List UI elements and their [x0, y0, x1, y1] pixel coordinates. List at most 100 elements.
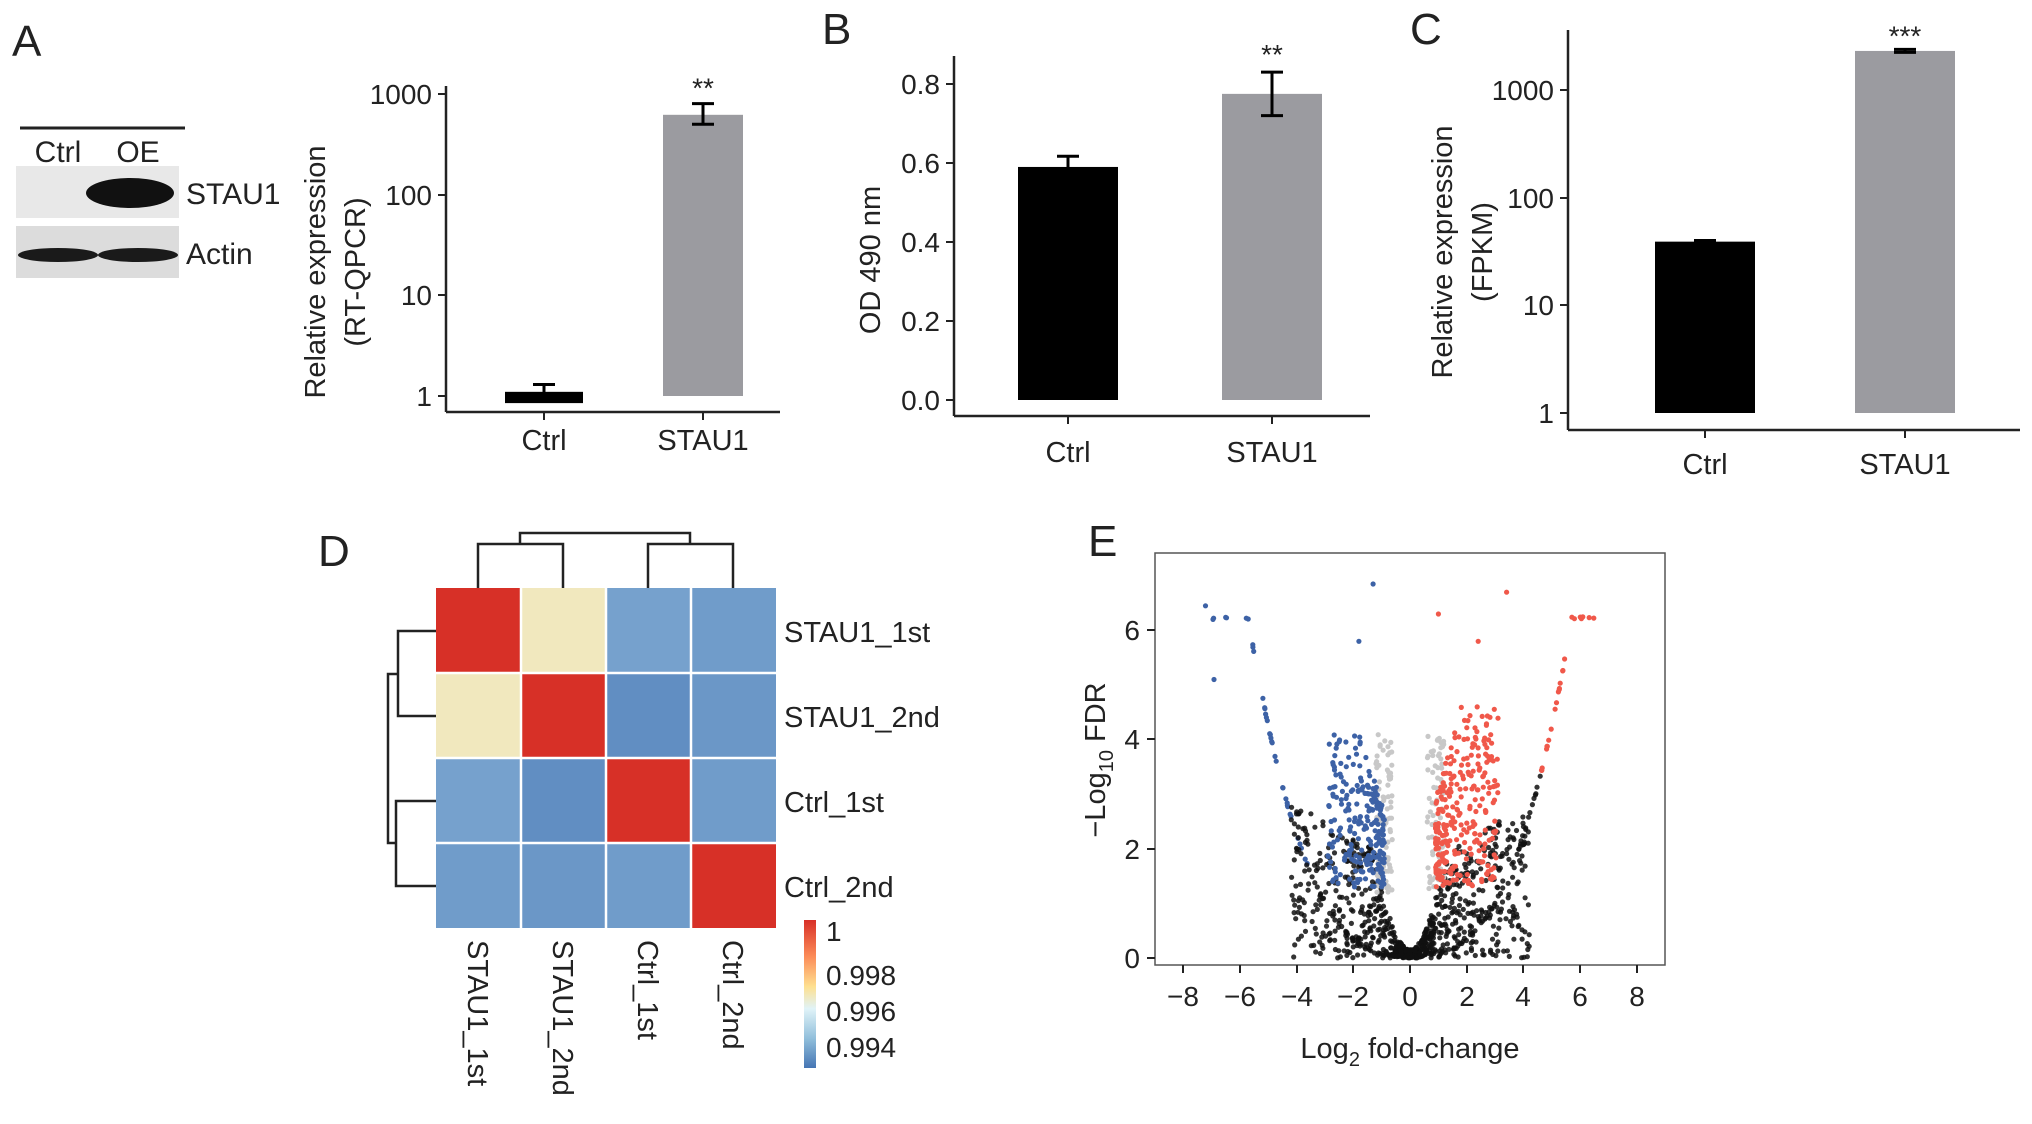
volcano-point-up	[1450, 804, 1456, 810]
volcano-point-ns	[1425, 767, 1431, 773]
volcano-point-base	[1361, 911, 1367, 917]
volcano-point-up	[1546, 737, 1552, 743]
volcano-point-base	[1501, 948, 1507, 954]
volcano-point-up	[1475, 753, 1481, 759]
errorbar-a-stau1	[692, 102, 714, 126]
volcano-point-base	[1291, 954, 1297, 960]
volcano-point-base	[1350, 944, 1356, 950]
volcano-point-ns	[1384, 767, 1390, 773]
volcano-point-down	[1273, 758, 1279, 764]
volcano-point-up	[1447, 761, 1454, 767]
volcano-point-down	[1331, 732, 1337, 738]
volcano-point-down	[1262, 705, 1268, 711]
volcano-point-ns	[1435, 765, 1441, 771]
heatmap-grid	[436, 588, 776, 928]
volcano-point-up	[1435, 611, 1441, 617]
volcano-point-up	[1485, 779, 1491, 785]
volcano-point-up	[1439, 832, 1445, 839]
volcano-point-base	[1302, 868, 1308, 874]
volcano-point-base	[1323, 923, 1330, 929]
volcano-point-base	[1324, 918, 1330, 924]
volcano-point-base	[1461, 935, 1467, 942]
volcano-point-up	[1467, 845, 1473, 852]
volcano-point-base	[1343, 928, 1349, 934]
volcano-point-base	[1332, 946, 1338, 953]
blot-label-stau1: STAU1	[186, 178, 280, 211]
volcano-point-up	[1471, 783, 1477, 789]
volcano-point-down	[1336, 827, 1342, 834]
volcano-point-base	[1308, 811, 1314, 817]
tick-c-3: 1000	[1492, 75, 1568, 106]
volcano-point-base	[1359, 904, 1365, 910]
volcano-point-base	[1521, 954, 1527, 960]
volcano-point-up	[1447, 869, 1453, 875]
volcano-point-base	[1430, 920, 1437, 927]
volcano-point-down	[1350, 761, 1356, 768]
volcano-point-down	[1328, 859, 1334, 865]
volcano-point-up	[1450, 877, 1456, 883]
volcano-point-up	[1464, 829, 1470, 835]
volcano-point-up	[1439, 858, 1445, 864]
volcano-point-up	[1491, 852, 1497, 858]
volcano-point-base	[1326, 931, 1332, 937]
volcano-point-base	[1317, 857, 1323, 864]
volcano-ylabel: −Log10 FDR	[1080, 682, 1118, 837]
volcano-point-base	[1312, 880, 1318, 886]
volcano-point-up	[1440, 882, 1446, 888]
volcano-point-up	[1562, 656, 1568, 662]
volcano-point-base	[1445, 914, 1451, 920]
volcano-point-down	[1243, 615, 1249, 621]
volcano-point-base	[1467, 928, 1473, 935]
volcano-xtick-m2: −2	[1337, 981, 1369, 1012]
volcano-point-down	[1379, 802, 1385, 808]
category-c-stau1: STAU1	[1859, 449, 1950, 481]
volcano-point-down	[1348, 824, 1354, 830]
volcano-point-base	[1449, 899, 1455, 906]
volcano-point-up	[1477, 832, 1483, 838]
volcano-point-base	[1378, 918, 1384, 925]
volcano-point-down	[1351, 818, 1358, 825]
tick-label-b-0: 0.0	[901, 385, 940, 416]
tick-label-c-1: 10	[1523, 290, 1554, 321]
volcano-point-base	[1519, 853, 1525, 859]
volcano-point-base	[1499, 899, 1506, 905]
volcano-ytick-4: 4	[1124, 724, 1140, 755]
ylabel-c-line2: (FPKM)	[1467, 202, 1499, 302]
blot-lane-oe: OE	[116, 136, 159, 169]
volcano-point-up	[1488, 732, 1494, 738]
volcano-point-base	[1421, 930, 1428, 936]
volcano-point-base	[1289, 892, 1295, 898]
chart-a: Relative expression (RT-QPCR) 1 10 100 1…	[300, 73, 780, 457]
volcano-point-base	[1378, 906, 1384, 912]
volcano-point-base	[1371, 950, 1377, 956]
volcano-point-base	[1496, 925, 1502, 931]
tick-label-c-0: 1	[1538, 398, 1554, 429]
panel-label-b: B	[822, 5, 851, 54]
volcano-point-ns	[1388, 739, 1394, 746]
volcano-point-up	[1454, 806, 1460, 813]
volcano-point-ns	[1385, 782, 1391, 788]
volcano-point-base	[1505, 827, 1511, 833]
col-label-1: STAU1_2nd	[546, 940, 578, 1096]
volcano-point-base	[1306, 881, 1312, 887]
volcano-point-base	[1489, 936, 1496, 942]
volcano-point-down	[1340, 779, 1347, 785]
category-c-ctrl: Ctrl	[1682, 449, 1727, 481]
volcano-point-up	[1485, 869, 1491, 875]
volcano-point-base	[1350, 892, 1356, 898]
volcano-point-ns	[1426, 795, 1432, 802]
volcano-point-down	[1347, 876, 1353, 882]
volcano-point-base	[1442, 893, 1448, 899]
volcano-point-ns	[1429, 821, 1435, 828]
volcano-point-up	[1478, 859, 1484, 865]
volcano-point-base	[1519, 867, 1525, 873]
heatmap-cell	[436, 758, 521, 843]
volcano-point-base	[1320, 945, 1326, 951]
volcano-point-base	[1449, 896, 1455, 902]
volcano-point-down	[1327, 864, 1333, 870]
heatmap-cell	[521, 843, 606, 928]
volcano-point-ns	[1374, 753, 1380, 759]
tick-label-a-2: 100	[385, 180, 432, 211]
volcano-point-down	[1353, 751, 1360, 757]
volcano-point-down	[1381, 817, 1387, 823]
